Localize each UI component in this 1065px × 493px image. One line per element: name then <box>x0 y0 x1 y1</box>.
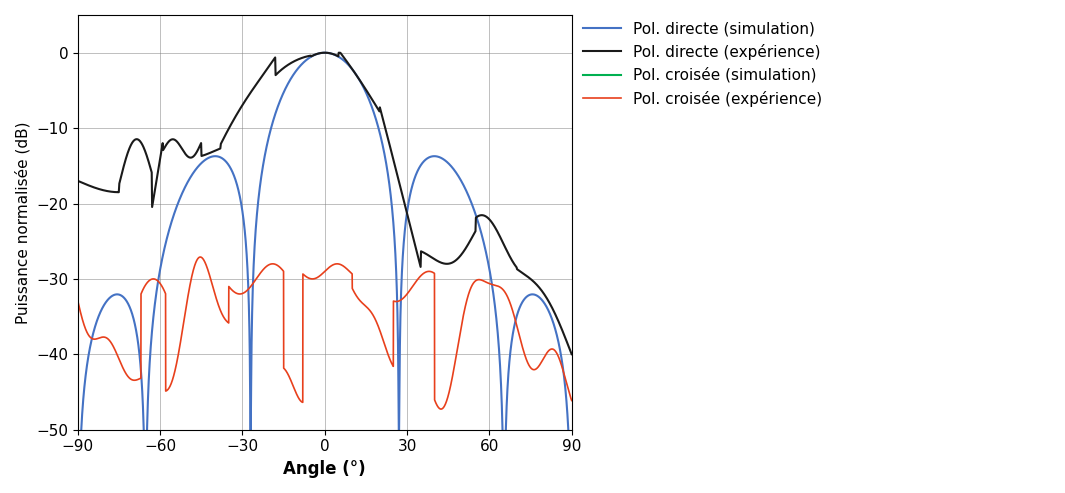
Pol. croisée (expérience) <box>519 352 531 358</box>
Line: Pol. directe (simulation): Pol. directe (simulation) <box>78 53 572 445</box>
Pol. croisée (simulation) <box>566 430 578 436</box>
Pol. croisée (simulation) <box>519 430 531 436</box>
X-axis label: Angle (°): Angle (°) <box>283 460 366 478</box>
Pol. directe (expérience) <box>566 351 578 357</box>
Pol. directe (simulation) <box>566 442 578 448</box>
Pol. croisée (expérience) <box>566 397 578 403</box>
Y-axis label: Puissance normalisée (dB): Puissance normalisée (dB) <box>15 121 31 323</box>
Pol. croisée (simulation) <box>177 430 190 436</box>
Pol. directe (expérience) <box>210 147 223 153</box>
Pol. directe (expérience) <box>71 178 84 184</box>
Pol. directe (expérience) <box>566 351 578 356</box>
Pol. directe (simulation) <box>210 153 223 159</box>
Pol. croisée (expérience) <box>435 406 447 412</box>
Pol. croisée (expérience) <box>379 344 392 350</box>
Line: Pol. croisée (expérience): Pol. croisée (expérience) <box>78 257 572 409</box>
Pol. croisée (simulation) <box>370 430 382 436</box>
Pol. croisée (expérience) <box>566 397 578 403</box>
Pol. directe (simulation) <box>71 442 84 448</box>
Pol. croisée (expérience) <box>177 319 190 325</box>
Pol. directe (simulation) <box>371 119 383 125</box>
Pol. croisée (expérience) <box>210 294 223 300</box>
Pol. directe (expérience) <box>332 50 345 56</box>
Pol. directe (expérience) <box>371 104 383 109</box>
Pol. directe (simulation) <box>138 442 151 448</box>
Pol. directe (simulation) <box>379 156 392 162</box>
Pol. directe (simulation) <box>566 442 578 448</box>
Pol. directe (simulation) <box>519 295 531 301</box>
Pol. directe (expérience) <box>519 272 531 278</box>
Pol. directe (expérience) <box>177 148 190 154</box>
Pol. croisée (expérience) <box>371 319 383 325</box>
Legend: Pol. directe (simulation), Pol. directe (expérience), Pol. croisée (simulation),: Pol. directe (simulation), Pol. directe … <box>576 15 829 112</box>
Pol. croisée (expérience) <box>194 254 207 260</box>
Pol. croisée (expérience) <box>71 298 84 304</box>
Pol. directe (expérience) <box>379 125 392 131</box>
Pol. directe (simulation) <box>178 187 191 193</box>
Pol. croisée (simulation) <box>564 430 577 436</box>
Pol. croisée (simulation) <box>379 430 392 436</box>
Pol. croisée (simulation) <box>71 430 84 436</box>
Line: Pol. directe (expérience): Pol. directe (expérience) <box>78 53 572 354</box>
Pol. croisée (simulation) <box>210 430 223 436</box>
Pol. directe (simulation) <box>318 50 331 56</box>
